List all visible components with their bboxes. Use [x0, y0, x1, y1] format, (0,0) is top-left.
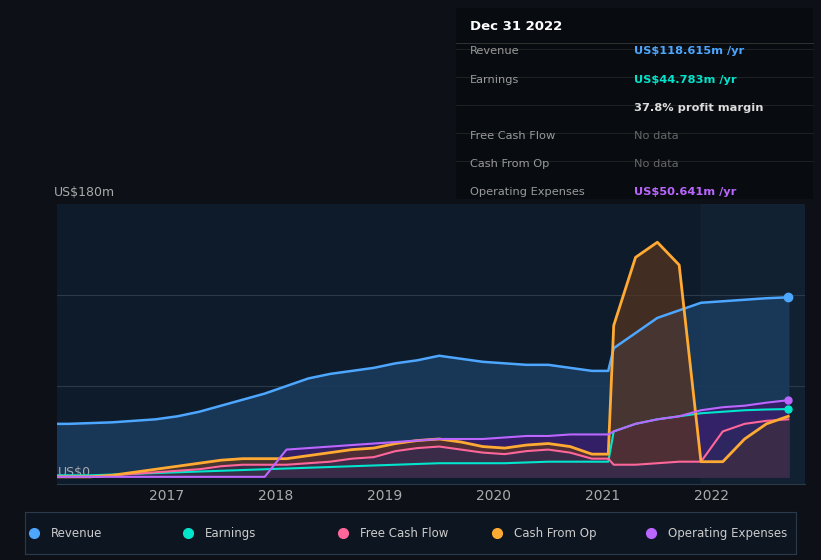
Text: US$118.615m /yr: US$118.615m /yr	[635, 46, 745, 57]
Text: Operating Expenses: Operating Expenses	[470, 188, 585, 197]
Text: Earnings: Earnings	[205, 527, 257, 540]
Text: US$180m: US$180m	[53, 186, 115, 199]
Text: US$44.783m /yr: US$44.783m /yr	[635, 74, 737, 85]
Text: US$50.641m /yr: US$50.641m /yr	[635, 188, 736, 197]
Text: Free Cash Flow: Free Cash Flow	[470, 131, 555, 141]
Text: US$0: US$0	[57, 466, 90, 479]
Text: Operating Expenses: Operating Expenses	[668, 527, 787, 540]
Text: Cash From Op: Cash From Op	[470, 159, 549, 169]
Text: Free Cash Flow: Free Cash Flow	[360, 527, 448, 540]
Text: Revenue: Revenue	[51, 527, 103, 540]
Text: Earnings: Earnings	[470, 74, 520, 85]
Text: No data: No data	[635, 159, 679, 169]
Text: Cash From Op: Cash From Op	[514, 527, 596, 540]
Text: Revenue: Revenue	[470, 46, 520, 57]
Text: No data: No data	[635, 131, 679, 141]
Bar	[701, 204, 805, 484]
Text: 37.8% profit margin: 37.8% profit margin	[635, 103, 764, 113]
Text: Dec 31 2022: Dec 31 2022	[470, 20, 562, 33]
